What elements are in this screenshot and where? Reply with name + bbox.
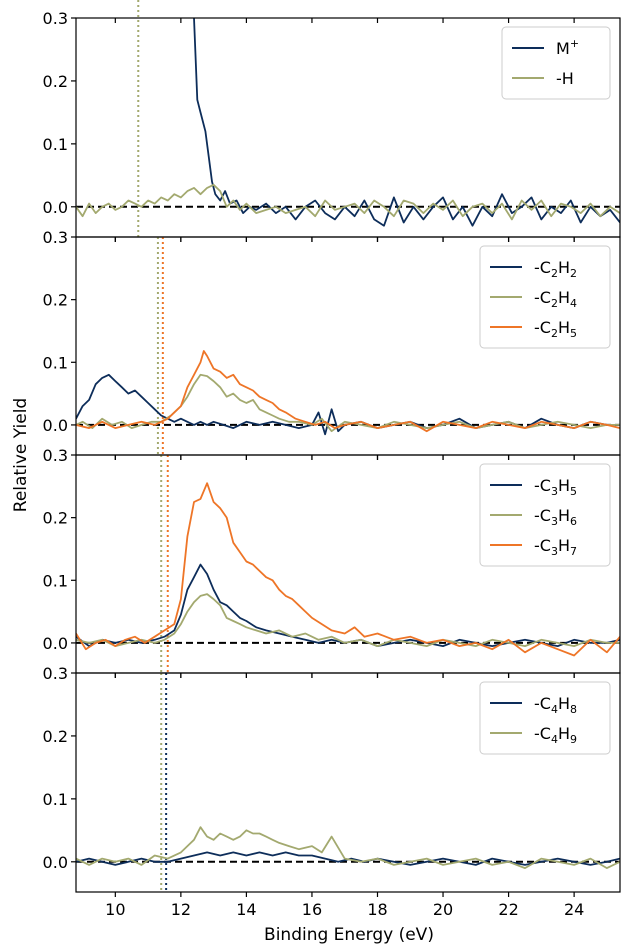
legend-entry: -H [556, 69, 574, 88]
legend-entry: -C3H7 [534, 536, 577, 558]
series-line-2 [76, 183, 620, 221]
y-tick-label: 0.3 [43, 228, 68, 247]
y-tick-label: 0.2 [43, 72, 68, 91]
x-axis-label: Binding Energy (eV) [264, 925, 434, 945]
series-line-1 [76, 851, 620, 866]
x-tick-label: 16 [302, 900, 322, 919]
legend: -C4H8 -C4H9 [479, 681, 611, 755]
series-line-3 [76, 482, 620, 657]
y-tick-label: 0.3 [43, 664, 68, 683]
legend-entry: -C4H9 [534, 724, 577, 746]
y-tick-label: 0.0 [43, 853, 68, 872]
series-line-2 [76, 373, 620, 433]
series-line-2 [76, 826, 620, 869]
y-tick-label: 0.2 [43, 727, 68, 746]
x-tick-label: 14 [236, 900, 256, 919]
legend-entry: -C2H4 [534, 288, 577, 310]
y-tick-label: 0.0 [43, 416, 68, 435]
y-tick-label: 0.1 [43, 790, 68, 809]
y-tick-label: 0.3 [43, 446, 68, 465]
series-line-3 [76, 350, 620, 433]
x-tick-label: 10 [105, 900, 125, 919]
panel-4: 0.0 0.1 0.2 0.3 10 12 14 16 18 20 22 24 -C4H8 -C4H9 [43, 664, 621, 919]
legend-entry: -C2H2 [534, 258, 577, 280]
legend-box [479, 245, 611, 349]
axes-frame [75, 672, 621, 893]
x-tick-label: 18 [367, 900, 387, 919]
y-tick-label: 0.2 [43, 509, 68, 528]
panel-2: 0.0 0.1 0.2 0.3 -C2H2 -C2H4 -C2H5 [43, 228, 621, 460]
y-tick-label: 0.2 [43, 291, 68, 310]
x-tick-label: 12 [171, 900, 191, 919]
legend: -C3H5 -C3H6 -C3H7 [479, 463, 611, 567]
panel-1: 0.0 0.1 0.2 0.3 M+ -H [43, 0, 621, 242]
y-tick-label: 0.1 [43, 353, 68, 372]
y-tick-label: 0.1 [43, 571, 68, 590]
legend-box [479, 463, 611, 567]
legend: M+ -H [501, 26, 611, 100]
legend-entry: -C3H5 [534, 476, 577, 498]
legend-entry: -C4H8 [534, 694, 577, 716]
legend-entry: -C2H5 [534, 318, 577, 340]
y-tick-label: 0.0 [43, 198, 68, 217]
y-tick-label: 0.0 [43, 634, 68, 653]
y-axis-label: Relative Yield [11, 398, 31, 512]
legend-box [479, 681, 611, 755]
series-line-1 [193, 17, 620, 227]
series-line-2 [76, 593, 620, 647]
y-tick-label: 0.1 [43, 135, 68, 154]
legend: -C2H2 -C2H4 -C2H5 [479, 245, 611, 349]
x-tick-label: 24 [564, 900, 584, 919]
legend-entry: -C3H6 [534, 506, 577, 528]
y-tick-label: 0.3 [43, 9, 68, 28]
x-tick-label: 20 [433, 900, 453, 919]
legend-box [501, 26, 611, 100]
legend-entry: M+ [556, 37, 579, 58]
x-tick-label: 22 [498, 900, 518, 919]
panel-3: 0.0 0.1 0.2 0.3 -C3H5 -C3H6 -C3H7 [43, 446, 621, 678]
